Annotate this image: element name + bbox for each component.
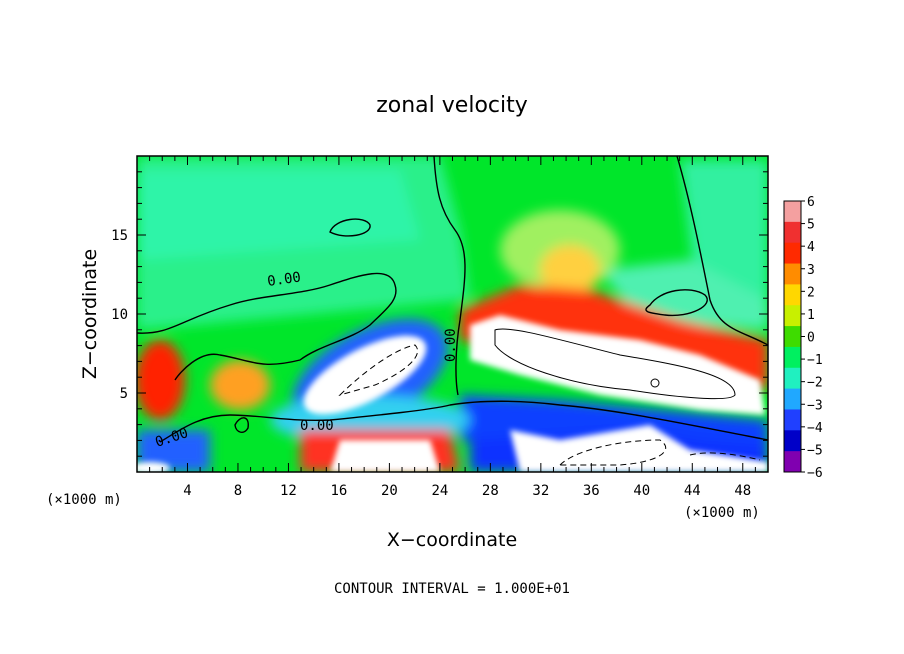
colorbar-label: −4 [807,421,823,436]
colorbar: 6 5 4 3 2 1 0 −1 −2 −3 −4 −5 −6 [783,195,823,481]
colorbar-swatch [784,284,801,306]
contour-interval-note: CONTOUR INTERVAL = 1.000E+01 [334,581,570,597]
colorbar-swatch [784,388,801,410]
x-tick-label: 32 [532,483,549,499]
colorbar-swatch [784,326,801,348]
x-tick-label: 48 [734,483,751,499]
colorbar-label: 1 [807,308,815,323]
x-unit-left: (×1000 m) [46,492,122,508]
y-axis: 5 10 15 [111,171,768,457]
x-tick-label: 16 [330,483,347,499]
x-tick-label: 4 [183,483,191,499]
colorbar-swatch [784,451,801,473]
contour-label: 0.00 [443,328,459,362]
colorbar-label: 5 [807,218,815,233]
x-tick-label: 36 [583,483,600,499]
heatmap-field [137,156,768,472]
x-unit-right: (×1000 m) [684,505,760,521]
colorbar-label: −3 [807,398,823,413]
colorbar-swatch [784,201,801,223]
y-tick-label: 5 [120,386,128,402]
y-tick-label: 15 [111,228,128,244]
x-axis-label: X−coordinate [387,529,517,551]
colorbar-label: 0 [807,331,815,346]
chart-title: zonal velocity [376,93,528,118]
colorbar-label: −2 [807,376,823,391]
colorbar-swatch [784,221,801,244]
x-tick-label: 8 [234,483,242,499]
x-tick-label: 28 [482,483,499,499]
contour-label: 0.00 [300,418,334,434]
colorbar-swatch [784,242,801,265]
x-tick-label: 40 [633,483,650,499]
colorbar-swatch [784,409,801,431]
colorbar-label: −6 [807,466,823,481]
colorbar-label: 6 [807,195,815,210]
colorbar-swatch [784,346,801,369]
y-tick-label: 10 [111,307,128,323]
colorbar-swatch [784,430,801,452]
colorbar-swatch [784,367,801,390]
colorbar-label: −5 [807,443,823,458]
colorbar-swatch [784,263,801,285]
x-tick-label: 12 [280,483,297,499]
colorbar-label: −1 [807,353,823,368]
colorbar-label: 4 [807,240,815,255]
colorbar-label: 3 [807,263,815,278]
colorbar-label: 2 [807,285,815,300]
x-tick-label: 24 [431,483,448,499]
contour-label: 0.00 [266,269,302,290]
x-tick-label: 44 [684,483,701,499]
x-axis: 4 8 12 16 20 24 28 32 36 40 44 48 [149,156,756,499]
y-axis-label: Z−coordinate [79,249,101,379]
x-tick-label: 20 [381,483,398,499]
colorbar-swatch [784,305,801,327]
